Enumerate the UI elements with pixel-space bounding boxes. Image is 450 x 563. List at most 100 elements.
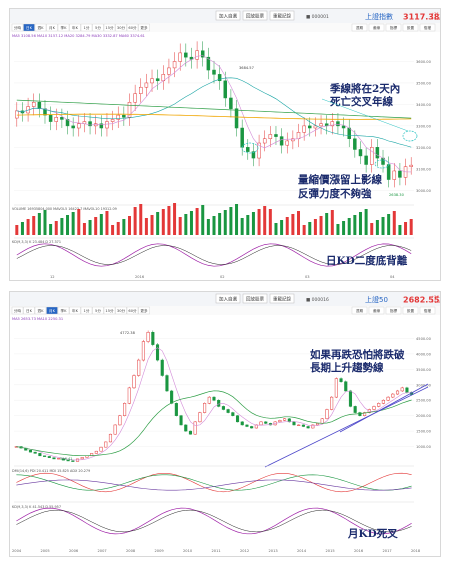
volume-legend: VOLUME 16935804.000 MAVOL5 16423.7 MAVOL…: [12, 207, 117, 211]
period-tab[interactable]: [23, 306, 35, 315]
year-tick: 2014: [297, 549, 307, 553]
volume-bar: [127, 216, 131, 235]
volume-bar: [156, 212, 160, 235]
annotation-3: 月KD死叉: [347, 528, 398, 540]
option-button[interactable]: [402, 23, 419, 32]
annotation-2: 長期上升趨勢線: [310, 361, 384, 374]
option-button[interactable]: [385, 306, 402, 315]
period-tab[interactable]: [80, 306, 93, 315]
period-tab-label: 1分: [84, 308, 90, 313]
option-button[interactable]: [351, 306, 368, 315]
candle-body: [207, 396, 211, 404]
period-tab[interactable]: [46, 23, 58, 32]
period-tab[interactable]: [11, 23, 24, 32]
period-tab[interactable]: [69, 306, 81, 315]
toolbar-button[interactable]: [269, 293, 295, 304]
option-button[interactable]: [368, 23, 385, 32]
option-button[interactable]: [419, 23, 436, 32]
candle-body: [369, 147, 374, 165]
candle-body: [37, 102, 42, 109]
volume-bar: [201, 205, 205, 235]
annotation-3: 量縮價漲留上影線: [298, 173, 382, 186]
volume-bar: [235, 204, 239, 235]
volume-bar: [319, 216, 323, 235]
period-tab[interactable]: [34, 306, 47, 315]
candle-body: [347, 127, 351, 139]
period-tab[interactable]: [69, 23, 81, 32]
candle-body: [400, 387, 404, 392]
candle-body: [308, 125, 312, 129]
period-tab[interactable]: [46, 306, 58, 315]
volume-bar: [387, 214, 391, 235]
candle-body: [88, 121, 92, 127]
candle-body: [336, 121, 340, 127]
tab-bar: [10, 23, 440, 32]
period-tab[interactable]: [23, 23, 35, 32]
volume-bar: [37, 213, 41, 235]
candle-body: [240, 421, 244, 426]
volume-bar: [173, 203, 177, 235]
candle-body: [257, 142, 261, 159]
price-tick: 3500.00: [416, 368, 432, 372]
candle-body: [155, 78, 160, 82]
option-button-label: 指標: [390, 25, 398, 30]
period-tab[interactable]: [11, 306, 24, 315]
candle-body: [386, 396, 390, 401]
period-tab[interactable]: [138, 23, 150, 32]
period-tab[interactable]: [34, 23, 47, 32]
toolbar-button[interactable]: [215, 293, 241, 304]
period-tab-label: 季K: [61, 25, 68, 30]
option-button[interactable]: [402, 306, 419, 315]
toolbar-button[interactable]: [269, 10, 295, 21]
tab-bar: [10, 306, 440, 315]
toolbar-button[interactable]: [242, 10, 268, 21]
price-tick: 2500.00: [416, 399, 432, 403]
volume-bar: [392, 211, 396, 235]
option-button[interactable]: [419, 306, 436, 315]
period-tab[interactable]: [80, 23, 93, 32]
period-tab[interactable]: [115, 23, 127, 32]
period-tab[interactable]: [57, 23, 70, 32]
period-tab[interactable]: [57, 306, 70, 315]
year-tick: 2015: [326, 549, 335, 553]
stock-name: 上證50: [365, 295, 388, 304]
date-tick: 2016: [135, 275, 145, 279]
period-tab[interactable]: [138, 306, 150, 315]
toolbar-button-label: 重載記錄: [273, 296, 291, 303]
option-button[interactable]: [368, 306, 385, 315]
candle-body: [31, 102, 36, 107]
option-button[interactable]: [351, 23, 368, 32]
period-tab[interactable]: [126, 306, 139, 315]
candle-body: [172, 61, 177, 69]
volume-bar: [139, 204, 143, 235]
volume-bar: [342, 221, 346, 235]
candle-body: [235, 415, 240, 423]
period-tab-label: 更多: [140, 25, 148, 30]
volume-bar: [94, 217, 98, 235]
candle-body: [139, 86, 143, 94]
period-tab[interactable]: [92, 23, 104, 32]
period-tab[interactable]: [126, 23, 139, 32]
price-tick: 1000.00: [416, 445, 432, 449]
period-tab[interactable]: [115, 306, 127, 315]
candle-body: [278, 420, 282, 423]
option-button[interactable]: [385, 23, 402, 32]
toolbar-button[interactable]: [215, 10, 241, 21]
period-tab-label: 年K: [72, 25, 79, 30]
period-tab-label: 年K: [72, 308, 79, 313]
candle-body: [104, 441, 108, 448]
candle-body: [319, 123, 323, 127]
candle-body: [33, 451, 37, 454]
period-tab[interactable]: [103, 23, 116, 32]
period-tab[interactable]: [103, 306, 116, 315]
candle-body: [358, 412, 362, 416]
price-tick: 3300.00: [416, 124, 432, 128]
annotation-pointer: [321, 98, 409, 132]
period-tab[interactable]: [92, 306, 104, 315]
candle-body: [217, 399, 221, 407]
candle-body: [313, 125, 318, 129]
candle-body: [184, 52, 188, 58]
period-tab-label: 日K: [26, 26, 33, 30]
volume-bar: [404, 222, 408, 235]
toolbar-button[interactable]: [242, 293, 268, 304]
